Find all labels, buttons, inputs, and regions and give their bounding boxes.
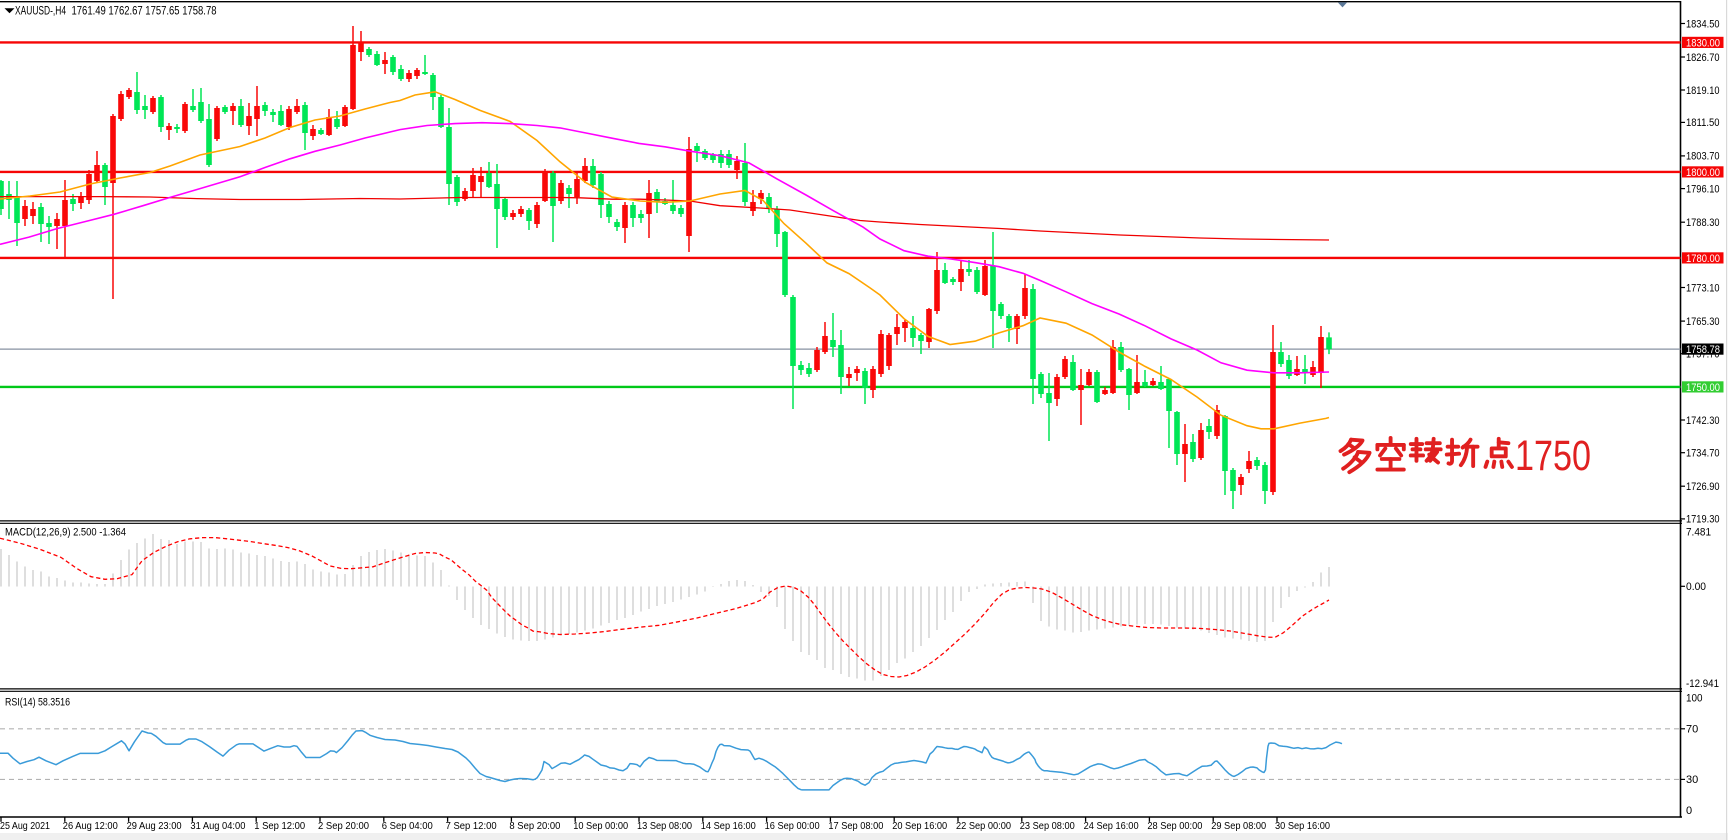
svg-text:14 Sep 16:00: 14 Sep 16:00 <box>701 820 756 832</box>
svg-text:70: 70 <box>1686 724 1698 736</box>
svg-text:1796.10: 1796.10 <box>1686 183 1720 195</box>
svg-text:RSI(14) 58.3516: RSI(14) 58.3516 <box>5 697 70 709</box>
svg-text:100: 100 <box>1686 692 1703 704</box>
svg-text:16 Sep 00:00: 16 Sep 00:00 <box>765 820 820 832</box>
svg-text:0: 0 <box>1686 805 1692 817</box>
svg-text:1761.49 1762.67 1757.65 1758.7: 1761.49 1762.67 1757.65 1758.78 <box>72 6 217 18</box>
svg-text:1819.10: 1819.10 <box>1686 85 1720 97</box>
svg-text:1765.30: 1765.30 <box>1686 316 1720 328</box>
svg-text:1800.00: 1800.00 <box>1686 167 1720 179</box>
svg-text:1803.70: 1803.70 <box>1686 151 1720 163</box>
svg-text:29 Aug 23:00: 29 Aug 23:00 <box>127 820 182 832</box>
svg-text:31 Aug 04:00: 31 Aug 04:00 <box>190 820 245 832</box>
svg-text:10 Sep 00:00: 10 Sep 00:00 <box>573 820 628 832</box>
svg-text:13 Sep 08:00: 13 Sep 08:00 <box>637 820 692 832</box>
svg-text:17 Sep 08:00: 17 Sep 08:00 <box>828 820 883 832</box>
svg-text:XAUUSD-,H4: XAUUSD-,H4 <box>15 6 66 18</box>
svg-text:8 Sep 20:00: 8 Sep 20:00 <box>509 820 560 832</box>
svg-text:6 Sep 04:00: 6 Sep 04:00 <box>382 820 433 832</box>
svg-text:28 Sep 00:00: 28 Sep 00:00 <box>1147 820 1202 832</box>
svg-text:23 Sep 08:00: 23 Sep 08:00 <box>1020 820 1075 832</box>
svg-text:1750: 1750 <box>1515 432 1591 480</box>
svg-text:7 Sep 12:00: 7 Sep 12:00 <box>446 820 497 832</box>
svg-text:0.00: 0.00 <box>1686 581 1706 593</box>
svg-text:30: 30 <box>1686 774 1698 786</box>
svg-text:25 Aug 2021: 25 Aug 2021 <box>0 820 50 832</box>
svg-text:1742.30: 1742.30 <box>1686 415 1720 427</box>
svg-text:7.481: 7.481 <box>1686 527 1711 539</box>
svg-text:22 Sep 00:00: 22 Sep 00:00 <box>956 820 1011 832</box>
svg-text:1830.00: 1830.00 <box>1686 37 1720 49</box>
svg-text:1726.90: 1726.90 <box>1686 481 1720 493</box>
svg-text:-12.941: -12.941 <box>1686 678 1719 690</box>
svg-text:1 Sep 12:00: 1 Sep 12:00 <box>254 820 305 832</box>
svg-text:1773.10: 1773.10 <box>1686 282 1720 294</box>
svg-text:1734.70: 1734.70 <box>1686 448 1720 460</box>
svg-text:1788.30: 1788.30 <box>1686 217 1720 229</box>
svg-text:MACD(12,26,9) 2.500 -1.364: MACD(12,26,9) 2.500 -1.364 <box>5 527 126 539</box>
svg-text:1826.70: 1826.70 <box>1686 52 1720 64</box>
svg-text:29 Sep 08:00: 29 Sep 08:00 <box>1211 820 1266 832</box>
svg-text:1750.00: 1750.00 <box>1686 382 1720 394</box>
svg-text:1834.50: 1834.50 <box>1686 18 1720 30</box>
svg-text:20 Sep 16:00: 20 Sep 16:00 <box>892 820 947 832</box>
svg-text:30 Sep 16:00: 30 Sep 16:00 <box>1275 820 1330 832</box>
svg-text:1780.00: 1780.00 <box>1686 253 1720 265</box>
svg-text:1719.30: 1719.30 <box>1686 514 1720 526</box>
svg-text:1758.78: 1758.78 <box>1686 344 1720 356</box>
svg-text:2 Sep 20:00: 2 Sep 20:00 <box>318 820 369 832</box>
svg-text:1811.50: 1811.50 <box>1686 117 1720 129</box>
svg-text:24 Sep 16:00: 24 Sep 16:00 <box>1084 820 1139 832</box>
svg-text:26 Aug 12:00: 26 Aug 12:00 <box>63 820 118 832</box>
